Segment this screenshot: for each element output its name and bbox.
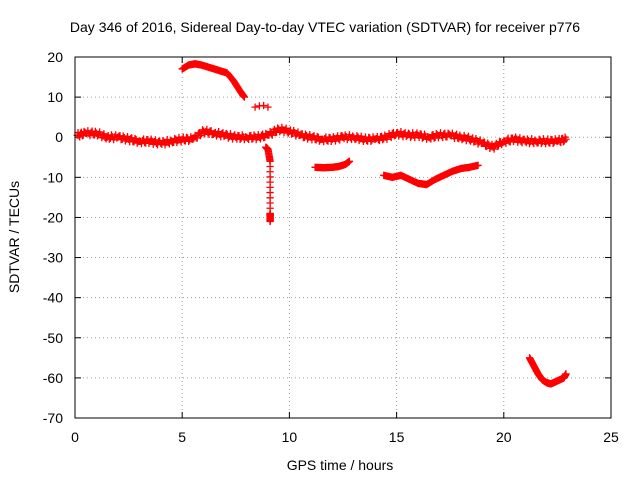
data-point-segment-11-13h	[345, 157, 354, 165]
y-tick-label: -10	[43, 169, 63, 185]
y-tick-label: -50	[43, 330, 63, 346]
data-point-baseline	[494, 142, 503, 150]
data-point-baseline	[256, 135, 265, 143]
data-point-baseline	[357, 132, 365, 140]
y-axis-label: SDTVAR / TECUs	[6, 181, 22, 293]
y-tick-label: 20	[47, 49, 63, 65]
data-point-segment-14.5-19h	[474, 161, 482, 169]
data-point-baseline	[96, 128, 104, 136]
data-point-baseline	[427, 135, 435, 143]
x-tick-label: 20	[496, 429, 512, 445]
x-tick-label: 0	[71, 429, 79, 445]
data-point-baseline	[488, 140, 496, 149]
data-point-baseline	[336, 136, 344, 144]
y-tick-label: -30	[43, 250, 63, 266]
data-point-scattered-8.5-9h	[266, 217, 274, 226]
data-point-baseline	[310, 132, 318, 140]
data-point-baseline	[345, 131, 354, 139]
x-tick-label: 15	[389, 429, 405, 445]
data-point-baseline	[313, 132, 321, 141]
data-point-baseline	[375, 136, 384, 145]
tick-labels: 0 5 10 15 20 25 -70 -60 -50 -40 -30 -20 -10 0 10 20	[43, 49, 619, 445]
y-tick-label: -40	[43, 290, 63, 306]
data-point-baseline	[383, 135, 391, 143]
data-point-baseline	[100, 130, 108, 138]
data-point-baseline	[93, 132, 102, 140]
x-tick-label: 25	[603, 429, 619, 445]
data-point-baseline	[490, 145, 498, 153]
data-point-segment-8-9h	[260, 101, 268, 110]
data-point-segment-8-9h	[264, 103, 272, 111]
y-tick-label: 0	[55, 129, 63, 145]
y-tick-label: -60	[43, 370, 63, 386]
data-point-baseline	[439, 133, 447, 142]
data-point-baseline	[282, 124, 290, 132]
data-point-segment-21-23h	[562, 370, 570, 378]
data-point-baseline	[128, 134, 136, 142]
y-tick-label: -20	[43, 209, 63, 225]
y-tick-label: -70	[43, 410, 63, 426]
x-tick-label: 10	[282, 429, 298, 445]
y-tick-label: 10	[47, 89, 63, 105]
data-point-baseline	[189, 135, 197, 143]
data-point-baseline	[452, 130, 461, 138]
x-tick-label: 5	[178, 429, 186, 445]
data-point-baseline	[562, 135, 570, 143]
x-axis-label: GPS time / hours	[287, 457, 394, 473]
data-point-baseline	[480, 138, 489, 146]
data-point-segment-5-8h	[240, 93, 249, 101]
data-points	[73, 60, 570, 388]
data-point-baseline	[131, 134, 139, 143]
data-point-baseline	[268, 131, 276, 139]
data-point-baseline	[464, 132, 473, 140]
data-point-segment-8-9h	[251, 103, 259, 111]
chart-title: Day 346 of 2016, Sidereal Day-to-day VTE…	[70, 19, 580, 35]
plot-frame	[74, 56, 612, 419]
